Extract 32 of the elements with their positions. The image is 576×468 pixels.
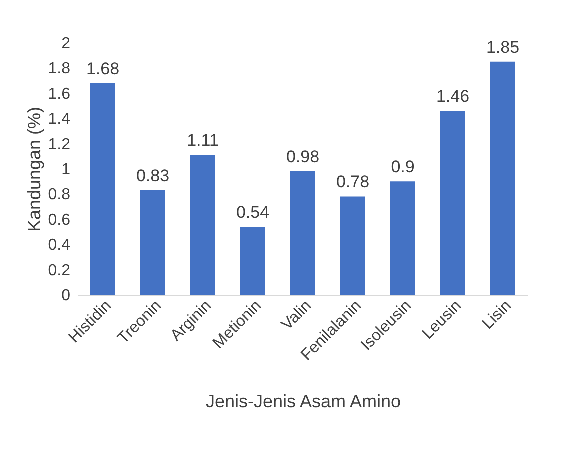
bar	[390, 182, 416, 295]
data-label: 1.85	[486, 38, 520, 57]
bar	[140, 190, 166, 295]
y-tick-label: 1.6	[48, 86, 71, 103]
y-tick-label: 1.8	[48, 60, 71, 78]
y-tick-label: 0.8	[48, 186, 71, 204]
y-tick-label: 0.4	[48, 237, 71, 254]
data-label: 0.78	[336, 172, 370, 192]
data-label: 0.9	[391, 158, 415, 177]
bar	[440, 111, 466, 295]
data-label: 1.11	[187, 131, 219, 150]
x-tick-label: Lisin	[480, 298, 516, 333]
y-tick-label: 0.6	[48, 212, 71, 229]
y-tick-label: 1	[62, 162, 71, 178]
y-axis-title: Kandungan (%)	[24, 106, 44, 232]
y-tick-label: 2	[62, 36, 71, 52]
y-tick-label: 1.2	[48, 136, 71, 154]
data-label: 0.83	[136, 166, 170, 186]
bar	[490, 62, 516, 295]
bar	[340, 196, 366, 295]
data-label: 0.98	[286, 148, 320, 167]
data-label: 0.54	[236, 202, 270, 222]
y-tick-label: 0	[62, 288, 71, 304]
bar	[290, 172, 316, 295]
y-tick-label: 1.4	[48, 111, 71, 128]
bar	[190, 155, 216, 295]
x-axis-title: Jenis-Jenis Asam Amino	[206, 392, 402, 412]
data-label: 1.68	[86, 59, 120, 78]
data-label: 1.46	[436, 87, 470, 106]
bar	[90, 83, 116, 295]
bar	[240, 226, 266, 295]
y-tick-label: 0.2	[48, 262, 71, 280]
